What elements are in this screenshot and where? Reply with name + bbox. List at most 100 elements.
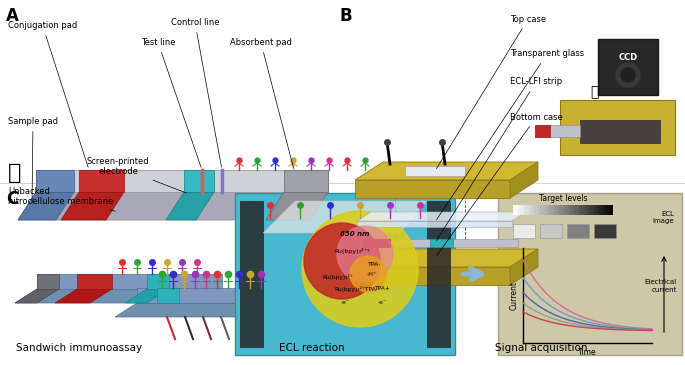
Polygon shape [355,249,538,267]
Text: Current: Current [510,281,519,311]
Polygon shape [235,193,455,355]
Text: -e⁻: -e⁻ [377,300,386,304]
Circle shape [621,68,635,82]
Bar [567,224,589,238]
Text: Unbacked
nitrocellulose membrane: Unbacked nitrocellulose membrane [8,187,115,211]
Polygon shape [55,289,112,303]
Bar [538,205,541,215]
Bar [594,224,616,238]
Polygon shape [510,162,538,198]
Bar [560,205,564,215]
Polygon shape [355,180,510,198]
Polygon shape [535,125,550,137]
Bar [513,224,535,238]
Text: B: B [340,7,353,25]
Bar [551,205,553,215]
Polygon shape [18,192,74,220]
Bar [568,205,571,215]
Bar [588,205,591,215]
Text: Ru(bpy)₃²⁺TPA: Ru(bpy)₃²⁺TPA [334,286,376,292]
Bar [528,205,531,215]
Text: Ru(bpy)₃²⁺: Ru(bpy)₃²⁺ [323,274,353,280]
Bar [533,205,536,215]
Polygon shape [598,39,658,95]
Polygon shape [125,289,169,303]
Polygon shape [430,239,453,247]
Bar [516,205,519,215]
Bar [530,205,534,215]
Bar [580,205,584,215]
Text: ECL reaction: ECL reaction [279,343,345,353]
Polygon shape [560,100,675,155]
Polygon shape [37,274,59,289]
Bar [606,205,608,215]
Bar [536,205,538,215]
Bar [543,205,546,215]
Text: -H⁺: -H⁺ [367,273,377,277]
Polygon shape [61,192,124,220]
Bar [603,205,606,215]
Bar [593,205,596,215]
Circle shape [616,63,640,87]
Polygon shape [15,289,222,303]
Polygon shape [363,239,390,247]
Bar [595,205,599,215]
Polygon shape [266,192,328,220]
Text: TPA+: TPA+ [374,287,390,292]
Polygon shape [36,170,74,192]
Polygon shape [284,170,328,192]
Bar [563,205,566,215]
Text: Sandwich immunoassay: Sandwich immunoassay [16,343,142,353]
Polygon shape [36,170,328,192]
Bar [590,205,593,215]
Polygon shape [37,274,222,289]
Bar [521,205,523,215]
Bar [586,205,588,215]
Text: CCD: CCD [619,53,638,61]
Polygon shape [147,274,169,289]
Text: Electrical
current: Electrical current [645,280,677,292]
Text: Time: Time [577,348,597,357]
Text: C: C [6,190,18,208]
Text: Ru(bpy)₃²⁺*: Ru(bpy)₃²⁺* [334,248,370,254]
Polygon shape [405,166,465,176]
Text: Bottom case: Bottom case [436,112,563,256]
Polygon shape [15,289,59,303]
Text: Conjugation pad: Conjugation pad [8,21,88,167]
Polygon shape [363,239,518,247]
Polygon shape [240,201,263,347]
Bar [573,205,576,215]
Bar [583,205,586,215]
Bar [548,205,551,215]
Text: 💧: 💧 [8,163,21,183]
Circle shape [337,226,393,282]
Bar [540,224,562,238]
Polygon shape [184,170,214,192]
Polygon shape [263,201,427,233]
Bar [556,205,558,215]
Text: Control line: Control line [171,18,221,167]
Bar [540,205,543,215]
Text: Transparent glass: Transparent glass [436,50,584,220]
Text: ECL-LFI strip: ECL-LFI strip [436,77,562,241]
Bar [553,205,556,215]
Text: 💧: 💧 [590,85,599,99]
Polygon shape [357,212,526,221]
Polygon shape [79,170,124,192]
Bar [545,205,549,215]
Polygon shape [535,125,580,137]
Text: TPA·: TPA· [369,261,382,266]
Polygon shape [510,249,538,285]
Text: Sample pad: Sample pad [8,117,58,203]
Text: ECL
image: ECL image [652,211,674,224]
Bar [601,205,603,215]
Text: Signal acquisition: Signal acquisition [495,343,588,353]
Polygon shape [357,221,512,227]
Bar [610,205,614,215]
Bar [575,205,579,215]
Text: Target levels: Target levels [538,194,587,203]
Text: Top case: Top case [436,15,546,169]
Circle shape [302,211,418,327]
Bar [518,205,521,215]
Polygon shape [18,192,328,220]
